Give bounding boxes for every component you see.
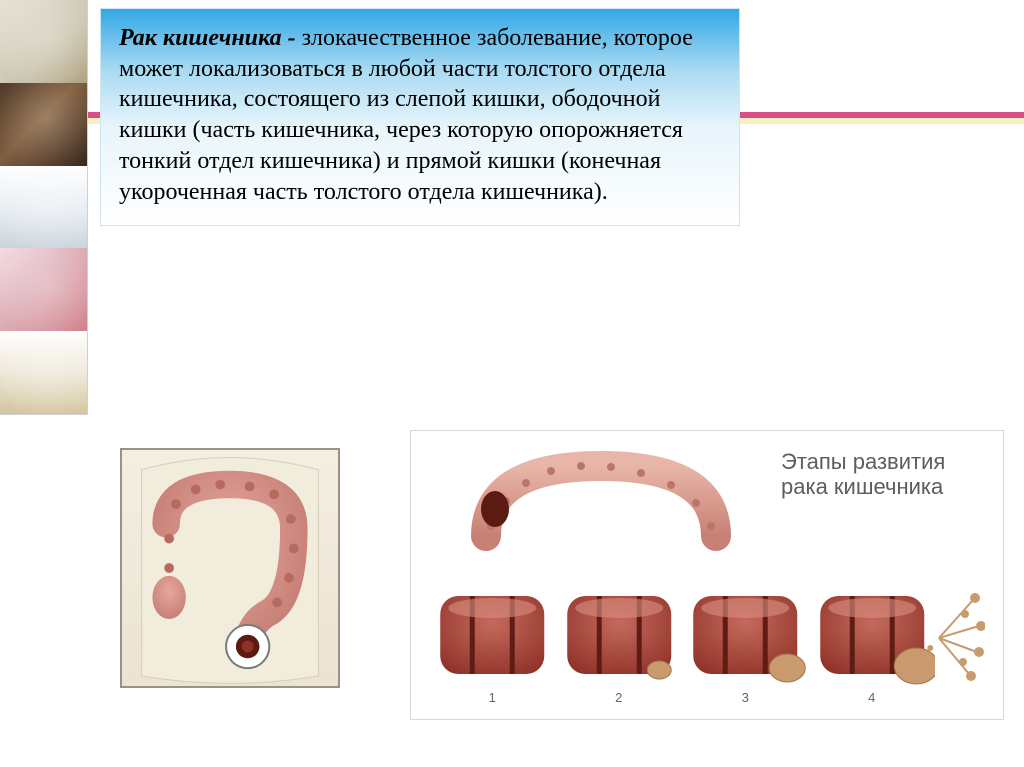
stage-number: 1 [429, 690, 556, 705]
strip-cell [0, 0, 87, 83]
figure-cancer-stages: Этапы развития рака кишечника 1 [410, 430, 1004, 720]
stage-number: 4 [809, 690, 936, 705]
stages-caption-line2: рака кишечника [781, 474, 993, 499]
stage-number: 3 [682, 690, 809, 705]
definition-title: Рак кишечника - [119, 25, 302, 51]
stage-row: 1 2 3 [429, 578, 985, 705]
stage-number: 2 [556, 690, 683, 705]
strip-cell [0, 248, 87, 331]
stages-caption: Этапы развития рака кишечника [781, 449, 993, 500]
stages-caption-line1: Этапы развития [781, 449, 993, 474]
strip-cell [0, 83, 87, 166]
stage-2: 2 [556, 578, 683, 705]
stage-1: 1 [429, 578, 556, 705]
figure-colon-anatomy [120, 448, 340, 688]
stage-metastasis [935, 578, 985, 705]
strip-cell [0, 331, 87, 414]
stage-3: 3 [682, 578, 809, 705]
stage-4: 4 [809, 578, 936, 705]
left-photo-strip [0, 0, 88, 415]
colon-overview-svg [451, 441, 751, 561]
definition-body: злокачественное заболевание, которое мож… [119, 25, 693, 205]
definition-panel: Рак кишечника - злокачественное заболева… [100, 8, 740, 226]
strip-cell [0, 166, 87, 249]
colon-anatomy-svg [122, 450, 338, 686]
